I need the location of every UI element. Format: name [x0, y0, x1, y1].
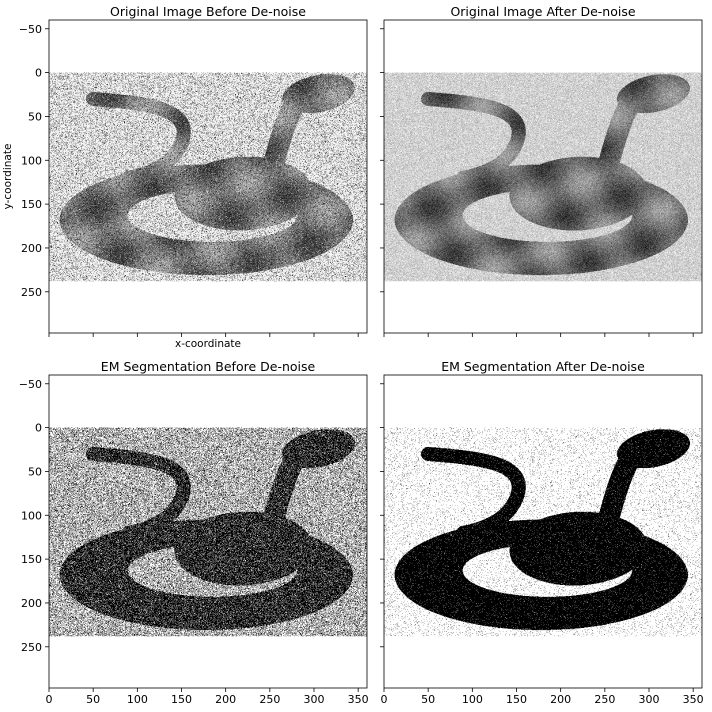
axes-frame — [48, 19, 368, 334]
y-tick-label: −50 — [19, 378, 42, 391]
panel-1: Original Image Before De-noise −50 0 50 100 1… — [2, 4, 368, 350]
x-tick-label: 100 — [127, 693, 148, 706]
x-tick-label: 350 — [683, 693, 704, 706]
x-tick-label: 200 — [215, 693, 236, 706]
y-axis-label: y-coordinate — [2, 144, 14, 210]
axes-frame — [383, 374, 703, 689]
x-tick-label: 250 — [594, 693, 615, 706]
x-tick-label: 0 — [381, 693, 388, 706]
x-tick-label: 50 — [421, 693, 435, 706]
y-tick-label: 100 — [21, 509, 42, 522]
x-tick-label: 250 — [259, 693, 280, 706]
panel-4: EM Segmentation After De-noise 0 50 100 150 2… — [380, 359, 704, 706]
y-tick-label: −50 — [19, 23, 42, 36]
panel-title: EM Segmentation After De-noise — [441, 359, 645, 374]
panel-2: Original Image After De-noise — [380, 4, 703, 337]
x-tick-label: 100 — [462, 693, 483, 706]
x-axis-label: x-coordinate — [175, 338, 241, 350]
x-tick-label: 150 — [506, 693, 527, 706]
panel-image — [49, 72, 367, 282]
y-tick-label: 50 — [28, 110, 42, 123]
panel-title: Original Image After De-noise — [450, 4, 635, 19]
y-tick-label: 200 — [21, 242, 42, 255]
panel-title: Original Image Before De-noise — [110, 4, 306, 19]
y-tick-label: 250 — [21, 286, 42, 299]
y-tick-label: 50 — [28, 465, 42, 478]
axes-frame — [383, 19, 703, 334]
y-tick-label: 200 — [21, 597, 42, 610]
y-tick-label: 150 — [21, 198, 42, 211]
x-tick-label: 300 — [639, 693, 660, 706]
x-tick-label: 350 — [348, 693, 369, 706]
y-tick-label: 150 — [21, 553, 42, 566]
y-tick-label: 100 — [21, 154, 42, 167]
axes-frame — [48, 374, 368, 689]
y-tick-label: 250 — [21, 641, 42, 654]
x-tick-label: 50 — [86, 693, 100, 706]
panel-title: EM Segmentation Before De-noise — [101, 359, 316, 374]
panel-image — [384, 427, 702, 637]
panel-image — [384, 72, 702, 282]
x-tick-label: 0 — [46, 693, 53, 706]
x-tick-label: 300 — [304, 693, 325, 706]
x-tick-label: 150 — [171, 693, 192, 706]
x-tick-label: 200 — [550, 693, 571, 706]
y-tick-label: 0 — [35, 422, 42, 435]
y-tick-label: 0 — [35, 67, 42, 80]
panel-3: EM Segmentation Before De-noise 0 50 100 150… — [19, 359, 369, 706]
panel-image — [49, 427, 367, 637]
